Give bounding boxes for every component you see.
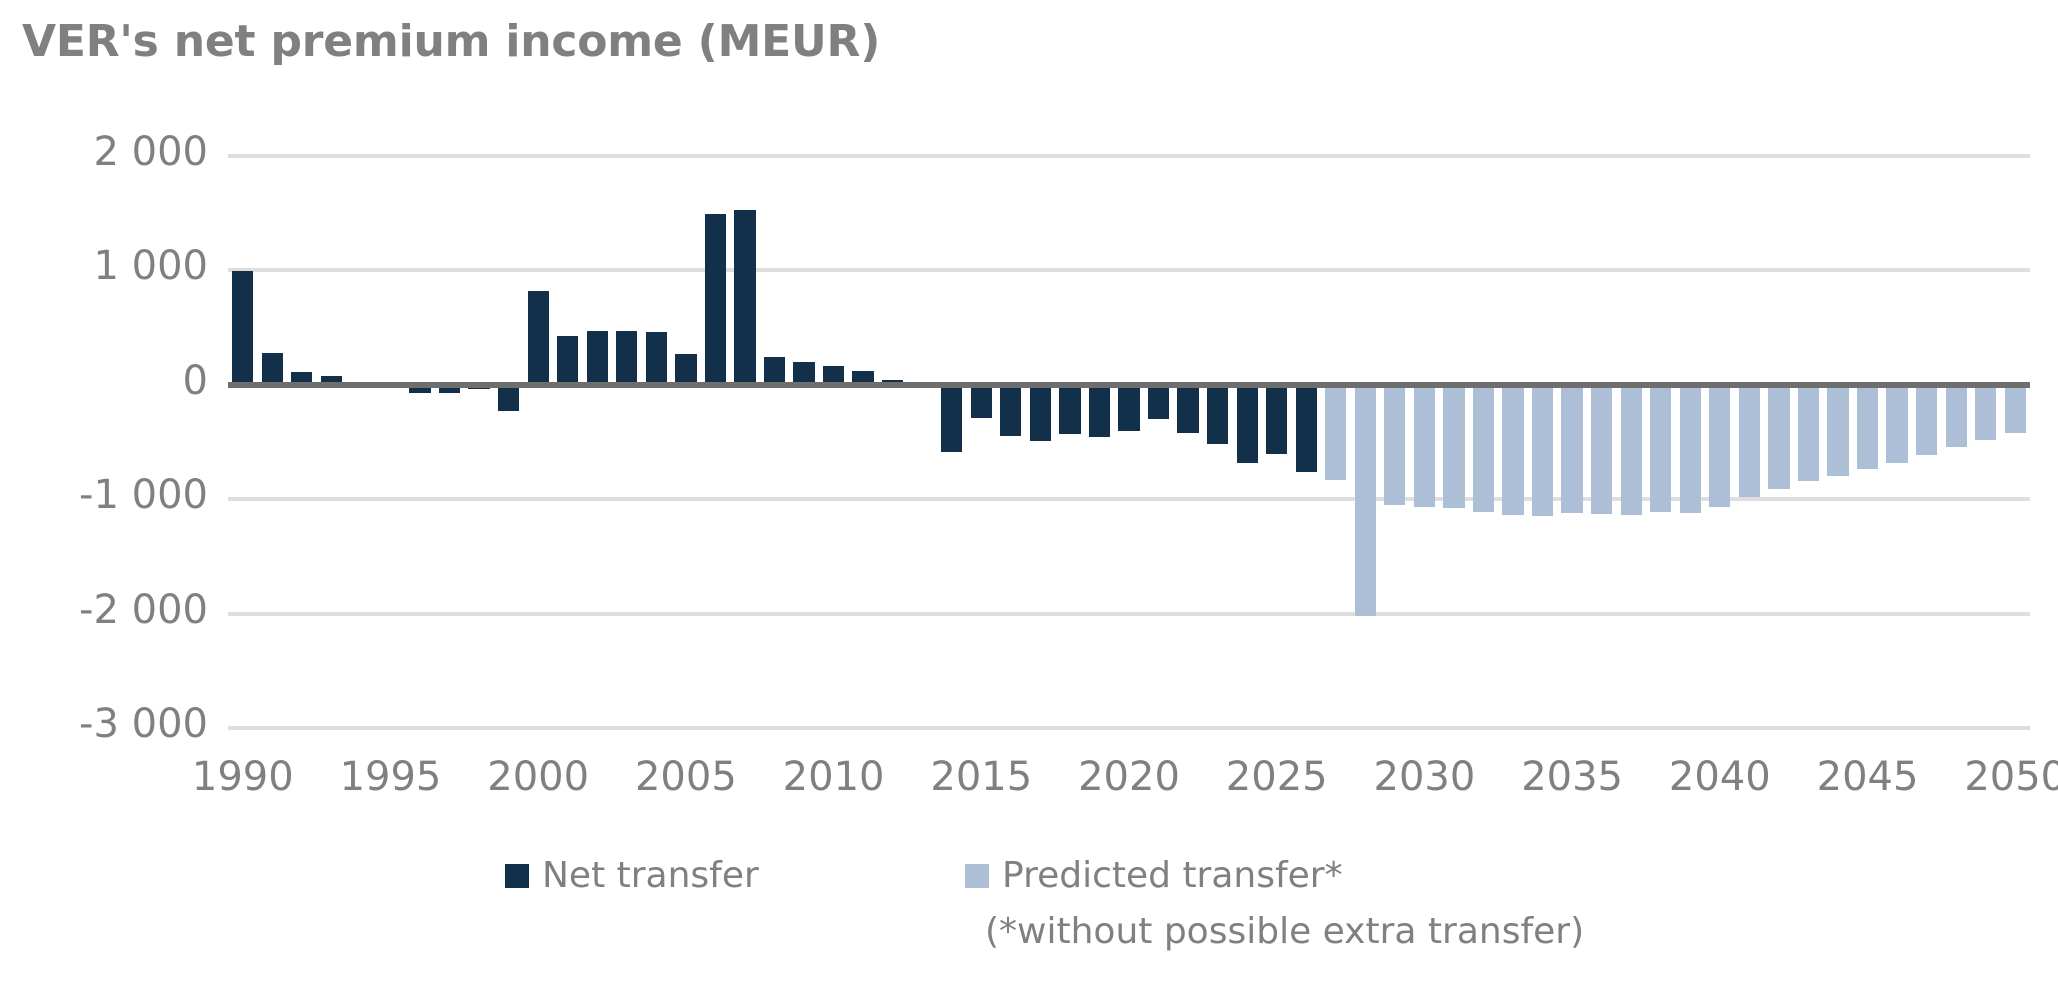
bar[interactable] [1797,384,1820,482]
bar[interactable] [675,354,697,385]
bar[interactable] [1354,384,1376,616]
legend-footnote: (*without possible extra transfer) [985,911,1585,952]
bar[interactable] [2004,384,2026,433]
bars-layer [228,156,2030,728]
bar[interactable] [1915,384,1938,456]
chart-legend: (*without possible extra transfer) Net t… [0,855,2058,975]
bar[interactable] [970,384,992,418]
bar[interactable] [527,290,549,385]
bar[interactable] [1206,384,1229,445]
bar[interactable] [645,331,667,385]
bar[interactable] [409,384,431,394]
legend-label: Predicted transfer* [1002,855,1343,896]
bar[interactable] [1709,384,1731,508]
bar[interactable] [1502,384,1524,515]
bar[interactable] [1029,384,1051,441]
x-axis-labels: 1990 1995 2000 2005 2010 2015 2020 2025 2030 2035… [192,754,2058,814]
bar[interactable] [1000,384,1022,436]
y-axis-tick-label: -2 000 [79,586,208,633]
x-axis-tick-label: 2040 [1668,754,1771,800]
bar[interactable] [1620,384,1642,516]
bar[interactable] [1561,384,1583,514]
bar[interactable] [1945,384,1967,448]
bar[interactable] [1679,384,1701,513]
zero-axis-line [228,381,2030,388]
x-axis-tick-label: 2025 [1225,754,1328,800]
legend-label: Net transfer [542,855,759,896]
gridline [228,154,2030,158]
bar[interactable] [1650,384,1672,512]
plot-area [228,154,2030,730]
y-axis-tick-label: -1 000 [79,472,208,519]
x-axis-tick-label: 2050 [1964,754,2058,800]
x-axis-tick-label: 2015 [930,754,1033,800]
legend-item[interactable]: Net transfer [505,855,759,896]
y-axis-tick-label: 2 000 [93,129,208,175]
bar[interactable] [941,384,963,452]
x-axis-tick-label: 1995 [339,754,442,800]
bar[interactable] [1531,384,1554,517]
bar[interactable] [1975,384,1997,441]
x-axis-tick-label: 2000 [487,754,590,800]
x-axis-tick-label: 2005 [634,754,737,800]
bar[interactable] [1266,384,1288,454]
legend-swatch-icon [965,863,989,888]
bar[interactable] [1147,384,1170,419]
bar[interactable] [1472,384,1495,513]
bar[interactable] [852,371,874,385]
bar[interactable] [1236,384,1258,463]
gridline [228,268,2030,273]
bar[interactable] [1325,384,1347,480]
bar[interactable] [1738,384,1760,498]
bar[interactable] [1177,384,1199,434]
bar[interactable] [763,356,786,385]
bar[interactable] [557,335,579,385]
bar[interactable] [1413,384,1436,507]
bar[interactable] [616,331,638,385]
bar[interactable] [1856,384,1879,470]
x-axis-tick-label: 1990 [191,754,294,800]
bar[interactable] [438,384,461,393]
bar[interactable] [291,372,313,385]
bar[interactable] [1443,384,1465,509]
y-axis-labels: 2 000 1 000 0 -1 000 -2 000 -3 000 [0,129,208,747]
x-axis-tick-label: 2020 [1078,754,1180,800]
bar[interactable] [822,366,845,385]
y-axis-tick-label: 1 000 [93,243,208,290]
gridline [228,611,2030,616]
x-axis-tick-label: 2030 [1373,754,1476,800]
bar[interactable] [1059,384,1081,434]
chart-title: VER's net premium income (MEUR) [22,16,881,67]
gridline [228,726,2030,730]
bar[interactable] [1295,384,1317,473]
gridline [228,497,2030,502]
bar[interactable] [734,209,756,385]
x-axis-tick-label: 2045 [1816,754,1919,800]
bar[interactable] [1768,384,1790,490]
y-axis-tick-label: 0 [182,357,208,404]
bar[interactable] [1827,384,1849,477]
bar[interactable] [1118,384,1140,431]
x-axis-tick-label: 2010 [782,754,885,800]
bar[interactable] [793,362,815,385]
bar[interactable] [1384,384,1406,506]
legend-swatch-icon [505,863,529,888]
legend-item[interactable]: Predicted transfer* [965,855,1343,896]
bar[interactable] [261,353,283,385]
x-axis-tick-label: 2035 [1521,754,1624,800]
bar[interactable] [232,270,254,385]
bar[interactable] [320,376,343,385]
bar[interactable] [586,331,608,385]
bar[interactable] [704,213,727,385]
bar[interactable] [498,384,520,412]
bar[interactable] [1591,384,1613,515]
bar[interactable] [1886,384,1908,463]
y-axis-tick-label: -3 000 [79,701,208,747]
bar[interactable] [1088,384,1111,438]
